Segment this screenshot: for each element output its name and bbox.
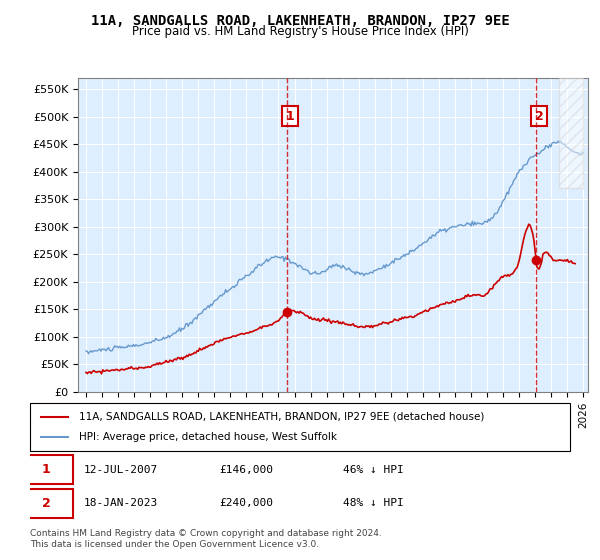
Text: 46% ↓ HPI: 46% ↓ HPI [343, 465, 404, 475]
FancyBboxPatch shape [30, 403, 570, 451]
FancyBboxPatch shape [559, 78, 583, 188]
Text: 2: 2 [42, 497, 50, 510]
Text: HPI: Average price, detached house, West Suffolk: HPI: Average price, detached house, West… [79, 432, 337, 442]
Text: 1: 1 [42, 463, 50, 476]
Text: Price paid vs. HM Land Registry's House Price Index (HPI): Price paid vs. HM Land Registry's House … [131, 25, 469, 38]
FancyBboxPatch shape [19, 455, 73, 484]
Text: 11A, SANDGALLS ROAD, LAKENHEATH, BRANDON, IP27 9EE (detached house): 11A, SANDGALLS ROAD, LAKENHEATH, BRANDON… [79, 412, 484, 422]
Text: 1: 1 [286, 110, 295, 123]
Text: Contains HM Land Registry data © Crown copyright and database right 2024.
This d: Contains HM Land Registry data © Crown c… [30, 529, 382, 549]
Text: £240,000: £240,000 [219, 498, 273, 508]
Text: 11A, SANDGALLS ROAD, LAKENHEATH, BRANDON, IP27 9EE: 11A, SANDGALLS ROAD, LAKENHEATH, BRANDON… [91, 14, 509, 28]
Text: 12-JUL-2007: 12-JUL-2007 [84, 465, 158, 475]
Text: £146,000: £146,000 [219, 465, 273, 475]
Text: 48% ↓ HPI: 48% ↓ HPI [343, 498, 404, 508]
Text: 2: 2 [535, 110, 544, 123]
FancyBboxPatch shape [19, 488, 73, 518]
Text: 18-JAN-2023: 18-JAN-2023 [84, 498, 158, 508]
